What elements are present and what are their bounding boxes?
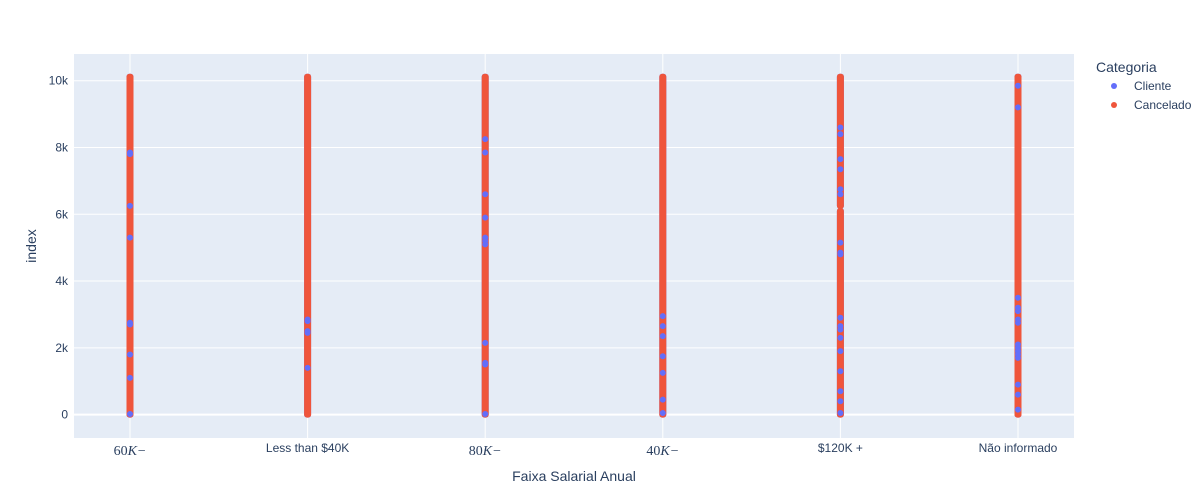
legend-marker-cancelado: [1111, 102, 1117, 108]
cliente-point: [837, 191, 844, 198]
cliente-point: [659, 313, 666, 320]
cliente-point: [837, 156, 844, 163]
cliente-point: [837, 166, 844, 173]
cliente-point: [837, 409, 844, 416]
cliente-point: [482, 361, 489, 368]
cliente-point: [1015, 406, 1021, 413]
cliente-point: [482, 149, 489, 156]
y-tick-labels: 0 2k 4k 6k 8k 10k: [49, 74, 69, 422]
cliente-point: [1015, 104, 1021, 111]
cliente-point: [837, 398, 844, 405]
cliente-point: [482, 214, 489, 221]
cliente-point: [482, 136, 489, 143]
cliente-point: [304, 329, 311, 336]
cliente-point: [837, 131, 844, 138]
cliente-point: [837, 388, 844, 395]
cliente-point: [659, 409, 666, 416]
cliente-point: [837, 368, 844, 375]
y-tick-label: 6k: [55, 207, 69, 221]
series-cancelado-band: [836, 73, 844, 209]
cliente-point: [1015, 381, 1021, 388]
cliente-point: [1015, 354, 1021, 361]
cliente-point: [304, 318, 311, 325]
cliente-point: [482, 339, 489, 346]
data-marks: [126, 73, 1022, 418]
y-tick-label: 0: [61, 408, 68, 422]
cliente-point: [659, 396, 666, 403]
cliente-point: [837, 251, 844, 258]
cliente-point: [482, 410, 489, 417]
series-cancelado-band: [126, 73, 134, 418]
cliente-point: [1015, 391, 1021, 398]
cliente-point: [482, 191, 489, 198]
cliente-point: [1015, 294, 1021, 301]
cliente-point: [837, 186, 844, 193]
cliente-point: [659, 353, 666, 360]
x-tick-label: 80K−: [469, 444, 502, 459]
legend-label-cliente: Cliente: [1134, 79, 1172, 93]
legend-title: Categoria: [1096, 59, 1157, 75]
cliente-point: [127, 351, 133, 358]
cliente-point: [127, 202, 133, 209]
x-tick-label: 60K−: [114, 444, 147, 459]
legend-item-cancelado[interactable]: Cancelado: [1111, 98, 1192, 112]
cliente-point: [837, 124, 844, 131]
cliente-point: [1015, 319, 1021, 326]
cliente-point: [127, 234, 133, 241]
legend[interactable]: Categoria Cliente Cancelado: [1096, 59, 1192, 112]
legend-marker-cliente: [1111, 83, 1117, 89]
x-tick-labels: 60K− Less than $40K 80K− 40K− $120K + Não inf…: [114, 441, 1058, 459]
x-tick-label: 40K−: [646, 444, 679, 459]
plot-background: [74, 54, 1074, 438]
cliente-point: [1015, 82, 1021, 89]
cliente-point: [837, 348, 844, 355]
cliente-point: [127, 151, 133, 158]
y-tick-label: 2k: [55, 341, 69, 355]
series-cancelado-band: [1014, 73, 1022, 418]
y-axis-title: index: [23, 229, 39, 262]
cliente-point: [304, 364, 311, 371]
x-axis-title: Faixa Salarial Anual: [512, 468, 636, 484]
series-cancelado-band: [659, 73, 667, 418]
cliente-point: [659, 369, 666, 376]
cliente-point: [482, 241, 489, 248]
cliente-point: [659, 323, 666, 330]
cliente-point: [837, 326, 844, 333]
cliente-point: [659, 333, 666, 340]
legend-item-cliente[interactable]: Cliente: [1111, 79, 1172, 93]
series-cancelado-band: [836, 207, 844, 418]
cliente-point: [1015, 308, 1021, 315]
x-tick-label: Less than $40K: [266, 441, 349, 455]
y-tick-label: 10k: [49, 74, 69, 88]
cliente-point: [127, 321, 133, 328]
cliente-point: [837, 334, 844, 341]
cliente-point: [127, 410, 133, 417]
legend-label-cancelado: Cancelado: [1134, 98, 1192, 112]
y-tick-label: 4k: [55, 274, 69, 288]
x-tick-label: Não informado: [979, 441, 1058, 455]
cliente-point: [127, 374, 133, 381]
cliente-point: [837, 239, 844, 246]
x-tick-label: $120K +: [818, 441, 863, 455]
cliente-point: [837, 314, 844, 321]
y-tick-label: 8k: [55, 140, 69, 154]
